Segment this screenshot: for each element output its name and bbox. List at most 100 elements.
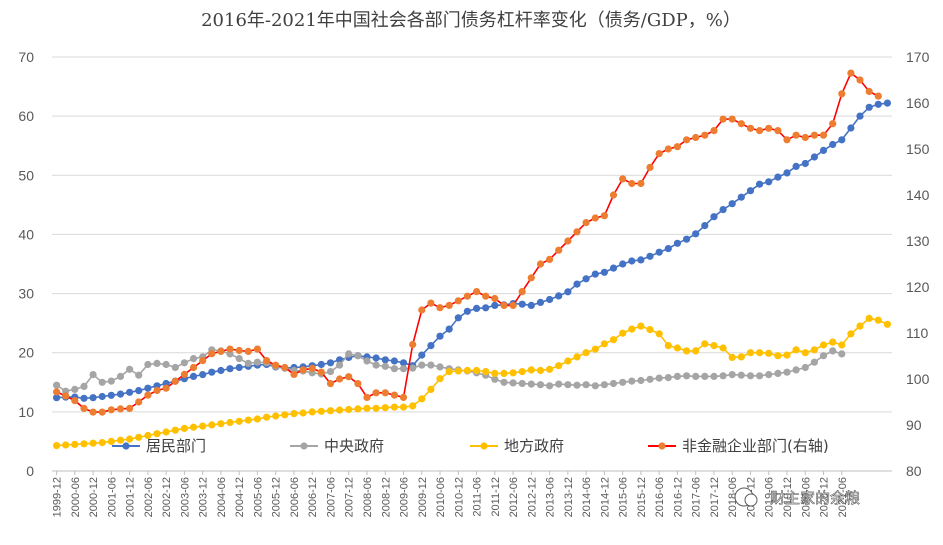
data-point [774, 352, 782, 360]
data-point [326, 359, 335, 367]
data-point [71, 397, 79, 405]
data-point [235, 417, 243, 425]
data-point [737, 120, 745, 128]
data-point [664, 245, 672, 253]
legend-item: 居民部门 [112, 437, 206, 455]
data-point [189, 355, 198, 363]
x-tick-label: 2000-06 [70, 477, 82, 517]
data-point [53, 442, 61, 450]
data-point [737, 353, 745, 361]
x-tick-label: 2016-06 [654, 477, 666, 517]
data-point [336, 356, 344, 364]
data-point [62, 392, 70, 400]
data-point [628, 325, 636, 333]
data-point [427, 342, 435, 350]
data-point [399, 365, 408, 373]
data-point [381, 404, 389, 412]
data-point [673, 372, 682, 380]
left-tick-label: 70 [18, 49, 34, 65]
watermark-text: 财主家的余粮 [770, 489, 860, 507]
data-point [829, 120, 837, 128]
x-tick-label: 2003-06 [179, 477, 191, 517]
data-point [655, 150, 663, 158]
data-point [637, 376, 645, 385]
data-point [98, 439, 106, 447]
data-point [290, 370, 298, 378]
data-point [883, 99, 892, 107]
data-point [874, 316, 882, 324]
data-point [692, 372, 700, 380]
x-tick-label: 2015-12 [636, 477, 648, 517]
data-point [162, 384, 170, 392]
legend-label: 中央政府 [324, 437, 384, 455]
data-point [354, 352, 362, 360]
data-point [317, 407, 325, 415]
data-point [546, 365, 554, 373]
x-tick-label: 2006-12 [307, 477, 319, 517]
x-tick-label: 2011-06 [472, 477, 484, 517]
right-tick-label: 90 [906, 417, 922, 433]
data-point [199, 371, 207, 379]
data-point [445, 325, 453, 333]
data-point [692, 347, 700, 355]
data-point [536, 381, 545, 389]
data-point [381, 362, 389, 370]
data-point [518, 300, 526, 308]
x-tick-label: 2010-06 [435, 477, 447, 517]
data-point [116, 405, 125, 413]
data-point [737, 371, 745, 379]
data-point [719, 115, 727, 123]
data-point [445, 368, 453, 376]
data-point [491, 294, 499, 303]
data-point [874, 92, 882, 100]
data-point [819, 341, 828, 349]
data-point [819, 352, 828, 360]
data-point [162, 360, 170, 369]
data-point [235, 363, 243, 372]
data-point [144, 360, 152, 369]
data-point [692, 133, 700, 142]
legend: 居民部门 中央政府 地方政府 非金融企业部门(右轴) [112, 437, 829, 455]
data-point [792, 131, 800, 139]
data-point [865, 87, 873, 96]
data-point [235, 346, 243, 355]
gridlines [52, 56, 892, 472]
data-point [683, 136, 691, 144]
data-point [107, 406, 115, 414]
data-point [308, 364, 316, 372]
data-point [418, 395, 426, 403]
data-point [53, 381, 61, 389]
data-point [290, 410, 298, 418]
data-point [500, 378, 508, 386]
data-point [536, 260, 545, 268]
data-point [253, 358, 261, 366]
data-point [619, 329, 627, 337]
data-point [600, 381, 609, 389]
data-point [591, 270, 599, 278]
left-tick-label: 60 [18, 108, 34, 124]
data-point [701, 131, 709, 139]
data-point [363, 357, 371, 365]
data-point [482, 368, 490, 376]
data-point [126, 388, 134, 396]
data-point [683, 372, 691, 380]
data-point [491, 301, 499, 309]
x-tick-label: 2000-12 [88, 477, 100, 517]
data-point [62, 441, 70, 449]
data-point [518, 368, 526, 376]
data-point [126, 435, 134, 443]
data-point [737, 193, 745, 201]
data-point [619, 260, 627, 268]
data-point [801, 159, 809, 168]
data-point [473, 366, 481, 375]
data-point [500, 369, 508, 377]
data-point [98, 408, 106, 416]
data-point [409, 402, 417, 410]
data-point [801, 363, 809, 372]
x-tick-label: 2011-12 [490, 477, 502, 517]
x-tick-label: 2019-06 [764, 477, 776, 517]
x-tick-label: 2005-06 [252, 477, 264, 517]
data-point [116, 372, 125, 380]
